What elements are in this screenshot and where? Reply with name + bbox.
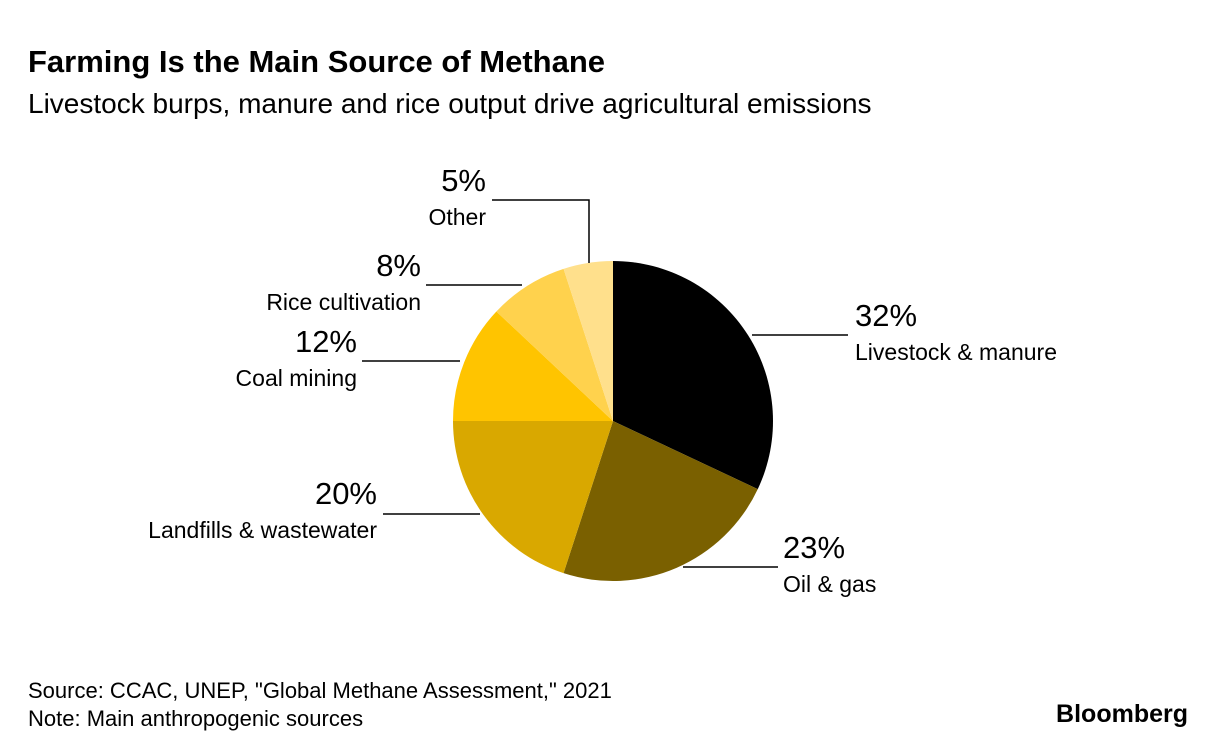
pie-slice bbox=[563, 421, 758, 582]
value-label: 12% bbox=[295, 324, 357, 359]
category-label: Livestock & manure bbox=[855, 339, 1057, 365]
category-label: Landfills & wastewater bbox=[148, 517, 377, 543]
category-label: Other bbox=[428, 204, 486, 230]
pie-slice bbox=[453, 421, 613, 574]
value-label: 20% bbox=[315, 476, 377, 511]
value-label: 32% bbox=[855, 298, 917, 333]
note: Note: Main anthropogenic sources bbox=[28, 706, 363, 731]
chart-title: Farming Is the Main Source of Methane bbox=[28, 44, 605, 79]
logo: Bloomberg bbox=[1056, 700, 1188, 728]
leader-line bbox=[492, 199, 590, 263]
pie-slice bbox=[496, 268, 613, 421]
category-label: Coal mining bbox=[236, 365, 357, 391]
category-label: Rice cultivation bbox=[266, 289, 421, 315]
source: Source: CCAC, UNEP, "Global Methane Asse… bbox=[28, 678, 612, 703]
value-label: 5% bbox=[441, 163, 486, 198]
category-label: Oil & gas bbox=[783, 571, 876, 597]
pie-slice bbox=[563, 261, 613, 421]
pie-slice bbox=[613, 261, 773, 490]
chart-subtitle: Livestock burps, manure and rice output … bbox=[28, 88, 872, 119]
value-label: 23% bbox=[783, 530, 845, 565]
pie-slice bbox=[453, 311, 613, 421]
value-label: 8% bbox=[376, 248, 421, 283]
